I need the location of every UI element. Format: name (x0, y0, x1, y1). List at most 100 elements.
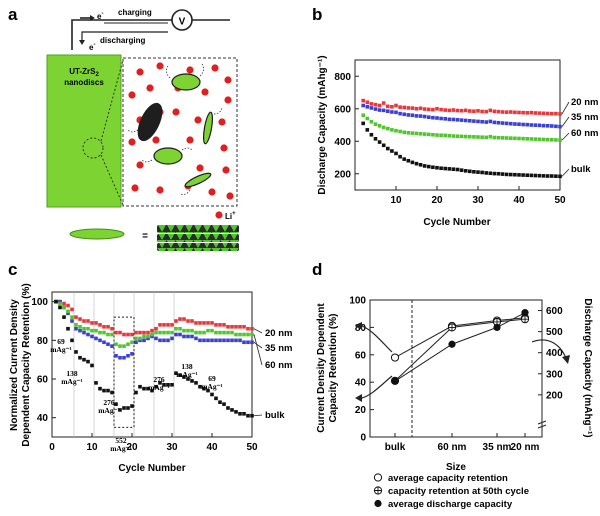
data-point-b-35-nm (455, 118, 460, 122)
data-point-b-bulk (443, 166, 447, 171)
li-ion-label: Li+ (225, 211, 236, 221)
data-point-b-20-nm (517, 110, 521, 115)
data-point-b-20-nm (394, 103, 398, 108)
data-point-c-35-nm (98, 338, 102, 343)
data-point-b-bulk (381, 143, 386, 148)
ytick-label-d: 60 (355, 350, 367, 361)
data-point-c-35-nm (242, 340, 246, 345)
ytick-right-label-d: 500 (546, 327, 563, 338)
data-point-b-35-nm (541, 123, 546, 128)
data-point-c-bulk (122, 406, 126, 410)
data-point-c-20-nm (142, 330, 146, 335)
data-point-b-60-nm (451, 134, 456, 138)
ylabel-d-line1: Current Density Dependent (316, 303, 327, 433)
ion-path-3 (213, 107, 223, 115)
data-point-b-60-nm (521, 136, 525, 141)
data-point-c-35-nm (150, 334, 154, 339)
data-point-b-bulk (533, 173, 538, 178)
data-point-c-60-nm (142, 334, 146, 339)
data-point-b-bulk (488, 171, 493, 176)
data-point-c-35-nm (94, 336, 98, 341)
data-point-c-35-nm (86, 332, 90, 337)
xtick-label-c: 10 (86, 442, 98, 453)
data-point-c-35-nm (206, 338, 210, 343)
ytick-label-c: 80 (37, 336, 49, 347)
data-point-c-20-nm (86, 319, 90, 323)
data-point-b-20-nm (480, 109, 484, 114)
ylabel-d-line2: Capacity Retention (%) (328, 314, 339, 423)
xlabel-c: Cycle Number (118, 463, 185, 474)
data-point-c-20-nm (198, 321, 202, 325)
data-point-c-60-nm (230, 330, 234, 335)
data-point-b-bulk (431, 165, 435, 170)
data-point-b-60-nm (504, 136, 509, 140)
xtick-label-b: 50 (554, 195, 566, 206)
ytick-label-c: 100 (31, 297, 48, 308)
data-point-c-60-nm (102, 330, 106, 335)
data-point-b-20-nm (398, 105, 402, 109)
data-point-c-20-nm (126, 332, 130, 337)
data-point-c-20-nm (162, 323, 166, 327)
data-point-b-20-nm (377, 103, 382, 108)
data-point-c-35-nm (198, 338, 202, 343)
data-point-b-35-nm (533, 123, 538, 127)
data-point-c-20-nm (134, 330, 138, 335)
data-point-b-60-nm (361, 113, 365, 118)
data-point-c-20-nm (242, 325, 246, 329)
data-point-b-35-nm (451, 117, 456, 122)
data-point-c-bulk (194, 381, 198, 385)
data-point-b-60-nm (463, 134, 468, 139)
panel-label-a: a (8, 5, 18, 24)
data-point-c-bulk (178, 373, 182, 377)
ytick-label-c: 60 (37, 375, 49, 386)
data-point-c-bulk (130, 404, 134, 408)
ylabel-c-line1: Normalized Current Density (9, 299, 20, 431)
data-point-b-35-nm (500, 121, 505, 125)
data-point-b-35-nm (447, 117, 452, 122)
data-point-b-35-nm (468, 118, 472, 123)
data-point-c-bulk (90, 363, 94, 368)
data-point-b-35-nm (513, 122, 517, 126)
series-line-d-2 (394, 312, 526, 382)
panel-d-chart: d Current Density Dependent Capacity Ret… (312, 260, 593, 510)
data-point-c-20-nm (70, 307, 74, 312)
data-point-c-60-nm (86, 326, 90, 331)
data-point-c-20-nm (234, 325, 238, 329)
data-point-c-20-nm (94, 321, 98, 325)
series-label-c: 60 nm (265, 360, 292, 371)
data-point-b-35-nm (365, 105, 370, 109)
data-point-b-60-nm (517, 136, 521, 141)
li-ion-22 (131, 184, 139, 192)
data-point-c-bulk (118, 408, 122, 412)
data-point-d-filled (493, 323, 501, 331)
data-point-b-60-nm (472, 135, 476, 139)
ytick-label-b: 600 (334, 104, 351, 115)
data-point-b-60-nm (386, 126, 390, 131)
data-point-b-60-nm (496, 135, 501, 140)
rate-unit-label-c: mAg⁻¹ (148, 383, 170, 392)
li-ion-8 (201, 88, 209, 96)
ylabel-b: Discharge Capacity (mAhg⁻¹) (317, 55, 328, 194)
data-point-c-60-nm (70, 315, 74, 319)
ytick-label-c: 40 (37, 413, 49, 424)
data-point-b-35-nm (545, 124, 550, 128)
data-point-b-bulk (394, 151, 398, 156)
rate-value-label-c: 138 (181, 362, 193, 371)
data-point-c-bulk (210, 392, 214, 397)
data-point-b-bulk (373, 137, 378, 141)
data-point-b-bulk (545, 174, 550, 178)
data-point-b-35-nm (463, 118, 468, 123)
data-point-c-35-nm (122, 355, 126, 360)
data-point-b-20-nm (484, 109, 488, 114)
data-point-c-bulk (206, 388, 210, 393)
data-point-b-20-nm (447, 108, 452, 113)
data-point-b-60-nm (480, 135, 484, 139)
data-point-c-60-nm (138, 336, 142, 341)
data-point-c-20-nm (218, 323, 222, 327)
xlabel-d: Size (446, 462, 466, 473)
data-point-b-60-nm (394, 128, 398, 133)
discharging-label: discharging (100, 36, 145, 45)
data-point-c-bulk (158, 381, 162, 385)
data-point-c-60-nm (58, 301, 62, 306)
data-point-b-35-nm (472, 119, 476, 123)
